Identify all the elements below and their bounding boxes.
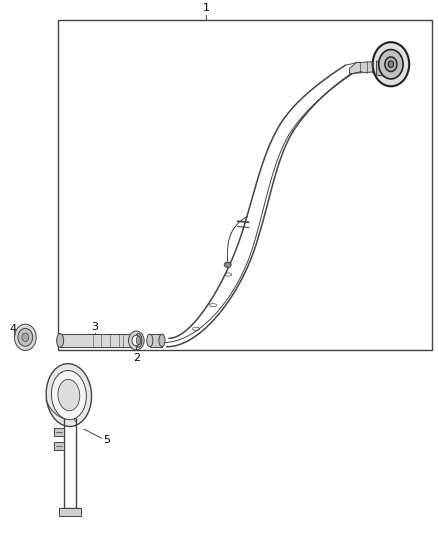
Ellipse shape xyxy=(379,50,403,79)
Ellipse shape xyxy=(385,57,397,71)
Ellipse shape xyxy=(147,334,153,347)
Ellipse shape xyxy=(128,331,144,350)
Ellipse shape xyxy=(51,370,86,419)
Ellipse shape xyxy=(58,379,80,411)
Ellipse shape xyxy=(57,334,64,348)
Ellipse shape xyxy=(136,336,141,345)
Text: 3: 3 xyxy=(92,322,99,332)
Bar xyxy=(60,334,138,348)
Ellipse shape xyxy=(373,42,409,86)
Bar xyxy=(54,427,64,436)
Ellipse shape xyxy=(22,333,29,342)
Ellipse shape xyxy=(14,324,36,350)
Bar xyxy=(150,334,162,347)
Ellipse shape xyxy=(18,328,33,346)
Bar xyxy=(59,508,81,516)
Ellipse shape xyxy=(132,335,141,346)
Ellipse shape xyxy=(46,364,92,426)
Text: 4: 4 xyxy=(9,325,16,334)
Ellipse shape xyxy=(159,334,165,347)
Text: 2: 2 xyxy=(133,353,140,363)
Polygon shape xyxy=(377,61,382,76)
Text: 1: 1 xyxy=(202,3,209,13)
Ellipse shape xyxy=(389,61,393,67)
Text: 5: 5 xyxy=(104,435,111,445)
Ellipse shape xyxy=(135,334,142,348)
Polygon shape xyxy=(350,62,378,74)
Bar xyxy=(54,442,64,450)
Ellipse shape xyxy=(224,262,231,268)
Bar xyxy=(58,20,432,350)
